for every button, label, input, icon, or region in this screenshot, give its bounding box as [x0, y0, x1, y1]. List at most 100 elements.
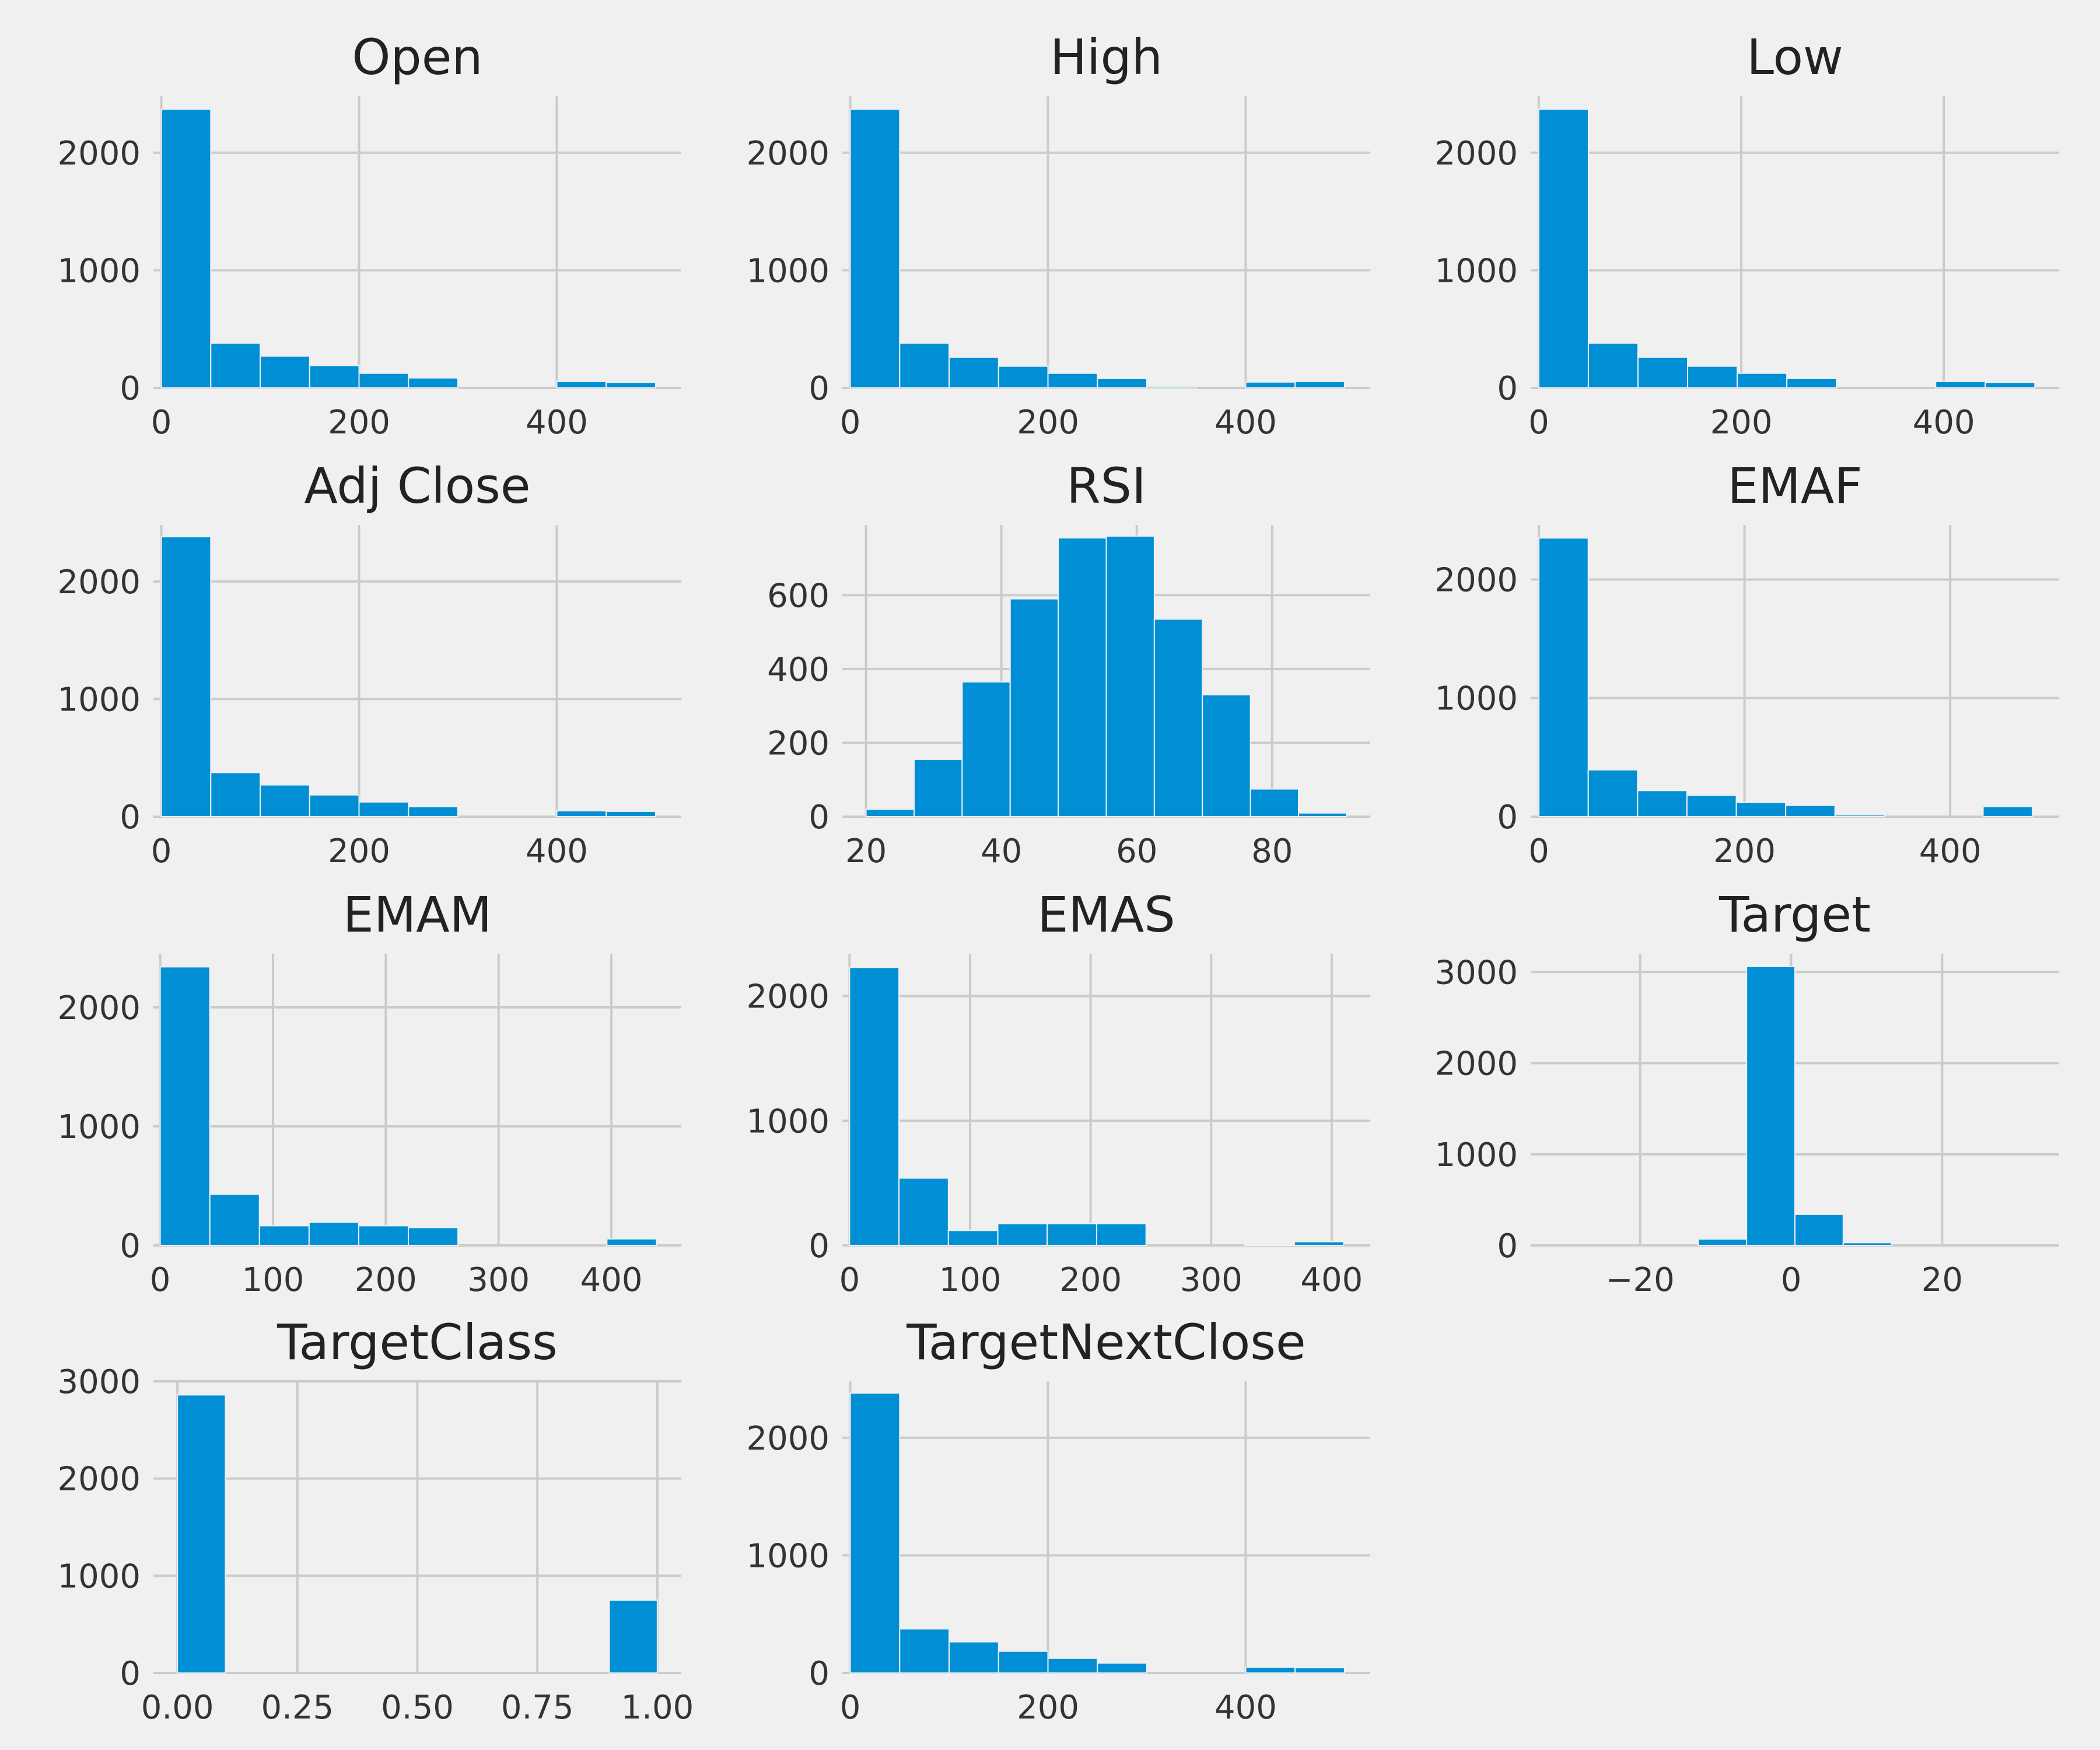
- x-tick-label: 200: [1017, 1689, 1079, 1727]
- y-tick-label: 0: [808, 799, 830, 836]
- histogram-bar: [209, 1194, 260, 1246]
- histogram-bar: [408, 806, 459, 818]
- x-tick-label: 300: [1180, 1261, 1242, 1299]
- histogram-bar: [1587, 342, 1639, 388]
- x-tick-label: 0: [151, 832, 172, 870]
- x-tick-label: 0.25: [261, 1689, 334, 1727]
- x-tick-label: 100: [242, 1261, 304, 1299]
- histogram-bar: [210, 342, 261, 388]
- x-tick-label: 200: [1710, 404, 1773, 442]
- histogram-bar: [1637, 356, 1689, 388]
- histogram-bar: [899, 342, 950, 388]
- histogram-bar: [1294, 380, 1345, 389]
- histogram-bar: [1294, 1667, 1345, 1674]
- histogram-bar: [998, 365, 1049, 388]
- y-tick-label: 1000: [57, 1108, 141, 1146]
- histogram-bar: [1737, 372, 1788, 389]
- x-tick-label: 400: [1919, 832, 1982, 870]
- y-tick-label: 600: [767, 577, 830, 615]
- y-tick-label: 1000: [1434, 252, 1518, 290]
- subplot-target: 0 1000 2000 3000 −20 0 20 Target: [1434, 886, 2059, 1299]
- histogram-bar: [258, 1225, 310, 1246]
- x-tick-label: 200: [1017, 404, 1079, 442]
- subplot-title: Open: [352, 29, 482, 86]
- subplot-title: High: [1050, 29, 1163, 86]
- y-tick-label: 0: [120, 799, 141, 836]
- histogram-bar: [949, 1641, 999, 1674]
- x-tick-label: 60: [1116, 832, 1157, 870]
- subplot-targetnextclose: 0 1000 2000 0 200 400 TargetNextClose: [746, 1314, 1370, 1727]
- histogram-bar: [849, 1392, 901, 1674]
- y-tick-label: 0: [808, 370, 830, 408]
- histogram-bar: [1097, 1662, 1147, 1674]
- histogram-bar: [898, 1177, 949, 1246]
- histogram-bar: [1687, 365, 1738, 388]
- histogram-bar: [1985, 382, 2036, 389]
- y-tick-label: 1000: [746, 1537, 830, 1575]
- subplot-title: TargetNextClose: [906, 1314, 1306, 1371]
- histogram-bar: [947, 1230, 999, 1246]
- histogram-bar: [1298, 812, 1348, 818]
- x-tick-label: 0.00: [141, 1689, 214, 1727]
- histogram-bar: [849, 108, 901, 388]
- histogram-bar: [309, 365, 360, 388]
- histogram-bar: [1698, 1238, 1748, 1246]
- y-tick-label: 3000: [1434, 954, 1518, 992]
- histogram-bar: [160, 108, 212, 388]
- y-tick-label: 1000: [57, 1558, 141, 1595]
- x-tick-label: 200: [1713, 832, 1776, 870]
- histogram-bar: [260, 355, 310, 388]
- x-tick-label: 0: [150, 1261, 171, 1299]
- histogram-bar: [160, 536, 212, 818]
- histogram-bar: [1202, 694, 1251, 818]
- histogram-bar: [1293, 1241, 1345, 1247]
- subplot-title: RSI: [1066, 457, 1146, 514]
- histogram-bar: [1538, 537, 1589, 817]
- histogram-bar: [1009, 598, 1059, 817]
- x-tick-label: 0: [151, 404, 172, 442]
- histogram-bar: [606, 810, 656, 817]
- subplot-title: Target: [1718, 886, 1871, 943]
- histogram-bar: [260, 784, 310, 818]
- x-tick-label: 400: [1300, 1261, 1363, 1299]
- histogram-bar: [358, 372, 410, 389]
- histogram-bar: [913, 758, 963, 817]
- histogram-bar: [556, 810, 607, 817]
- histogram-bar: [308, 1222, 359, 1247]
- histogram-bar: [358, 801, 410, 817]
- x-tick-label: 400: [580, 1261, 643, 1299]
- y-tick-label: 2000: [57, 1461, 141, 1499]
- y-tick-label: 2000: [746, 1420, 830, 1458]
- subplot-title: EMAM: [343, 886, 492, 943]
- histogram-bar: [608, 1600, 658, 1674]
- y-tick-label: 1000: [57, 252, 141, 290]
- histogram-bar: [177, 1394, 226, 1674]
- x-tick-label: 400: [526, 404, 588, 442]
- x-tick-label: 20: [845, 832, 887, 870]
- histogram-bar: [849, 967, 900, 1246]
- y-tick-label: 2000: [57, 135, 141, 173]
- histogram-bar: [1785, 804, 1836, 817]
- subplot-emas: 0 1000 2000 0 100 200 300 400 EMAS: [746, 886, 1370, 1299]
- histogram-bar: [1935, 380, 1986, 389]
- subplot-title: Low: [1746, 29, 1843, 86]
- x-tick-label: 0: [840, 404, 861, 442]
- histogram-bar: [1097, 377, 1147, 389]
- histogram-bar: [1096, 1223, 1147, 1247]
- histogram-bar: [1538, 108, 1589, 388]
- histogram-bar: [556, 380, 607, 389]
- x-tick-label: 200: [355, 1261, 417, 1299]
- y-tick-label: 0: [120, 1227, 141, 1265]
- histogram-bar: [998, 1650, 1049, 1674]
- histogram-bar: [309, 794, 360, 818]
- x-tick-label: 40: [981, 832, 1022, 870]
- y-tick-label: 1000: [57, 681, 141, 719]
- y-tick-label: 3000: [57, 1363, 141, 1401]
- x-tick-label: 400: [1214, 1689, 1277, 1727]
- x-tick-label: 400: [1913, 404, 1975, 442]
- x-tick-label: 80: [1251, 832, 1293, 870]
- y-tick-label: 1000: [746, 1102, 830, 1140]
- histogram-bar: [1637, 790, 1688, 817]
- subplot-title: EMAF: [1727, 457, 1862, 514]
- histogram-bar: [1047, 372, 1098, 389]
